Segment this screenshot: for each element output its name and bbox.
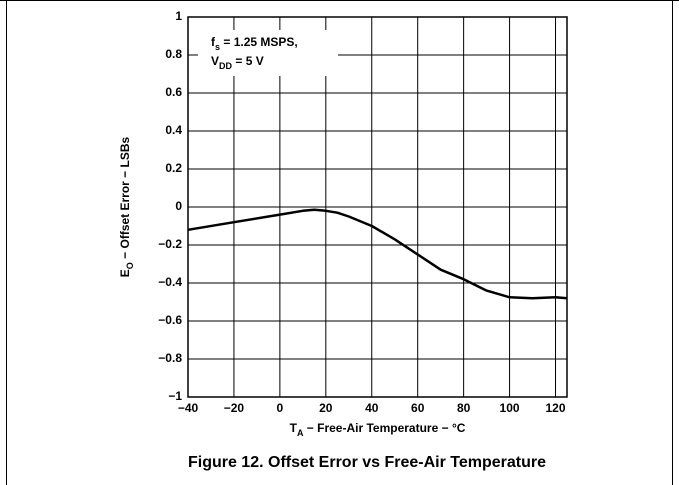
y-tick-label: 1 bbox=[175, 9, 182, 23]
annotation-rest: = 5 V bbox=[232, 54, 264, 68]
annotation-box bbox=[198, 30, 338, 76]
y-axis-label-rest: − Offset Error − LSBs bbox=[118, 136, 132, 262]
caption: Figure 12. Offset Error vs Free-Air Temp… bbox=[188, 454, 546, 471]
x-axis-label-sub: A bbox=[297, 428, 304, 438]
x-tick-label: 20 bbox=[319, 401, 333, 415]
x-tick-label: 100 bbox=[500, 401, 520, 415]
x-tick-label: 120 bbox=[545, 401, 565, 415]
y-axis-label-sub: O bbox=[125, 262, 135, 269]
annotation-sub: DD bbox=[219, 61, 232, 71]
y-tick-label: −1 bbox=[168, 389, 182, 403]
y-tick-label: −0.8 bbox=[158, 351, 182, 365]
annotation-main: V bbox=[211, 54, 219, 68]
x-axis-label: TA − Free-Air Temperature − °C bbox=[290, 421, 466, 438]
annotation-sub: s bbox=[215, 42, 220, 52]
x-tick-label: −20 bbox=[224, 401, 245, 415]
x-tick-label: 0 bbox=[277, 401, 284, 415]
y-tick-label: 0.8 bbox=[165, 47, 182, 61]
y-tick-label: 0 bbox=[175, 199, 182, 213]
y-tick-label: 0.4 bbox=[165, 123, 182, 137]
x-tick-label: 80 bbox=[457, 401, 471, 415]
x-tick-label: 40 bbox=[365, 401, 379, 415]
y-tick-label: −0.4 bbox=[158, 275, 182, 289]
x-tick-label: 60 bbox=[411, 401, 425, 415]
y-tick-label: −0.2 bbox=[158, 237, 182, 251]
y-tick-label: 0.6 bbox=[165, 85, 182, 99]
y-tick-label: −0.6 bbox=[158, 313, 182, 327]
annotation-main: f bbox=[211, 35, 216, 49]
x-axis-label-main: T bbox=[290, 421, 298, 435]
x-axis-label-rest: − Free-Air Temperature − °C bbox=[303, 421, 465, 435]
y-axis-label-main: E bbox=[118, 269, 132, 277]
y-axis-label: EO − Offset Error − LSBs bbox=[118, 136, 135, 277]
data-line bbox=[187, 208, 568, 300]
annotation: VDD = 5 V bbox=[211, 54, 264, 71]
y-tick-label: 0.2 bbox=[165, 161, 182, 175]
annotation-rest: = 1.25 MSPS, bbox=[220, 35, 298, 49]
x-tick-label: −40 bbox=[178, 401, 199, 415]
annotation: fs = 1.25 MSPS, bbox=[211, 35, 298, 52]
